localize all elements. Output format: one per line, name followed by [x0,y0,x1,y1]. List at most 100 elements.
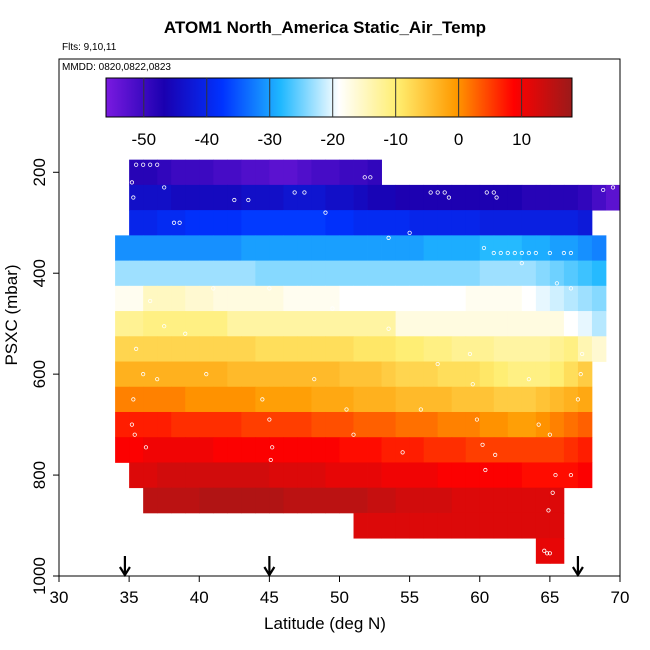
heatmap-cell [171,336,186,362]
heatmap-cell [591,285,607,312]
heatmap-cell [213,361,228,388]
sample-point [232,197,237,203]
heatmap-cell [227,361,242,388]
sample-point [155,377,160,382]
heatmap-cell [241,235,256,261]
sample-point [246,197,251,203]
heatmap-cell [409,487,425,514]
sample-point [546,508,551,513]
heatmap-cell [157,159,172,186]
heatmap-cell [213,235,228,261]
heatmap-cell [311,311,326,337]
heatmap-cell [465,210,481,236]
heatmap-cell [311,260,326,287]
heatmap-cell [535,311,551,337]
heatmap-cell [283,336,298,362]
heatmap-cell [241,285,256,312]
heatmap-cell [157,184,172,211]
heatmap-cell [143,285,158,312]
heatmap-cell [283,311,298,337]
heatmap-cell [451,512,467,539]
heatmap-cell [157,260,172,287]
heatmap-cell [339,361,354,388]
heatmap-cell [577,386,593,413]
sample-point [260,397,265,402]
heatmap-cell [577,285,593,312]
sample-point [268,457,273,463]
heatmap-cell [241,386,256,413]
heatmap-cell [339,462,354,489]
heatmap-cell [185,235,200,261]
heatmap-cell [535,184,551,211]
heatmap-cell [437,386,453,413]
heatmap-cell [367,235,382,261]
heatmap-cell [479,235,495,261]
sample-point [470,382,475,387]
heatmap-cell [409,260,425,287]
heatmap-cell [213,336,228,362]
sample-point [323,210,328,215]
heatmap-cell [423,210,439,236]
heatmap-cell [157,311,172,337]
chart-title: ATOM1 North_America Static_Air_Temp [163,18,487,37]
heatmap-cell [451,311,467,337]
heatmap-cell [171,184,186,211]
heatmap-cell [479,512,495,539]
heatmap-cell [367,411,382,438]
heatmap-cell [591,311,607,337]
heatmap-cell [563,210,579,236]
sample-point [578,372,583,377]
heatmap-cell [535,361,551,388]
heatmap-cell [507,184,523,211]
x-tick-label: 30 [50,588,69,607]
heatmap-cell [185,386,200,413]
heatmap-cell [423,311,439,337]
heatmap-cell [367,386,382,413]
heatmap-cell [381,462,396,489]
sample-point [211,286,216,291]
heatmap-cell [227,311,242,337]
heatmap-cell [521,210,537,236]
heatmap-cell [493,184,509,211]
heatmap-cell [353,512,368,539]
heatmap-cell [171,411,186,438]
profile-marker-arrowhead [571,566,584,578]
heatmap-cell [507,336,523,362]
heatmap-cell [227,285,242,312]
heatmap-cell [493,260,509,287]
sample-point [526,377,531,382]
sample-point [132,432,137,437]
heatmap-cell [199,386,214,413]
heatmap-cell [395,487,411,514]
heatmap-cell [115,311,130,337]
heatmap-cell [423,386,439,413]
heatmap-cell [311,210,326,236]
x-axis: 30 35 40 45 50 55 60 65 70 [50,576,629,607]
heatmap-cell [297,437,312,463]
sample-point [474,417,480,422]
heatmap-cell [199,437,214,463]
heatmap-cell [409,311,425,337]
heatmap-cell [381,386,396,413]
sample-point [134,346,139,352]
heatmap-cell [325,487,340,514]
heatmap-cell [437,437,453,463]
heatmap-cell [269,260,284,287]
heatmap-cell [521,311,537,337]
heatmap-cell [213,260,228,287]
heatmap-cell [549,210,565,236]
heatmap-cell [339,210,354,236]
heatmap-cell [577,411,593,438]
heatmap-cell [395,462,411,489]
sample-point [344,407,349,412]
heatmap-cell [493,285,509,312]
sample-point [484,190,489,195]
heatmap-cell [493,437,509,463]
heatmap-cell [591,336,607,362]
heatmap-cell [157,487,172,514]
heatmap-cell [283,361,298,388]
heatmap-cell [255,361,270,388]
heatmap-cell [227,487,242,514]
heatmap-cell [143,159,158,186]
